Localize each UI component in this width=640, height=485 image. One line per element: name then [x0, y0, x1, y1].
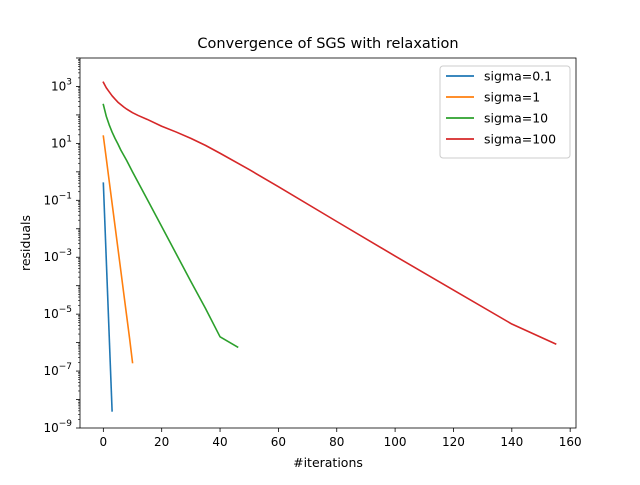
- legend-label: sigma=1: [484, 90, 540, 105]
- y-tick-label: 10−5: [43, 305, 72, 321]
- x-tick-label: 40: [212, 435, 227, 449]
- series-line-sigma-100: [102, 81, 557, 345]
- legend-box: [439, 65, 571, 159]
- y-tick-label-base: 10: [51, 136, 66, 150]
- y-tick-label-exponent: −7: [59, 362, 72, 372]
- chart-title: Convergence of SGS with relaxation: [197, 36, 458, 52]
- y-axis-label: residuals: [18, 215, 33, 271]
- y-tick-label: 103: [51, 77, 72, 93]
- y-tick-label-exponent: −3: [59, 248, 72, 258]
- plot-area: [102, 81, 557, 412]
- x-axis-label: #iterations: [293, 455, 363, 470]
- legend-label: sigma=100: [484, 132, 556, 147]
- y-tick-label-exponent: −5: [59, 305, 72, 315]
- y-tick-label-exponent: −1: [59, 191, 72, 201]
- x-tick-label: 80: [329, 435, 344, 449]
- x-tick-label: 120: [442, 435, 465, 449]
- y-tick-label-base: 10: [43, 250, 58, 264]
- x-tick-label: 140: [500, 435, 523, 449]
- axes-frame: [79, 57, 577, 429]
- y-tick-label-exponent: 1: [66, 134, 72, 144]
- x-axis: 0 20 40 60 80 100 120 140 160: [100, 428, 582, 449]
- y-tick-label: 10−1: [43, 191, 72, 207]
- legend-label: sigma=10: [484, 111, 548, 126]
- x-tick-label: 100: [384, 435, 407, 449]
- x-tick-label: 20: [154, 435, 169, 449]
- y-tick-label-exponent: −9: [59, 419, 73, 429]
- series-line-sigma-1: [102, 135, 134, 364]
- y-tick-label: 10−7: [43, 362, 72, 378]
- x-tick-label: 60: [271, 435, 286, 449]
- y-tick-label-base: 10: [43, 421, 58, 435]
- y-tick-label-base: 10: [51, 79, 66, 93]
- y-tick-label-exponent: 3: [66, 77, 72, 87]
- series-line-sigma-0-1: [102, 182, 113, 412]
- y-tick-label: 101: [51, 134, 72, 150]
- y-tick-label-base: 10: [43, 364, 58, 378]
- y-tick-label: 10−9: [43, 419, 72, 435]
- y-tick-label-base: 10: [43, 193, 58, 207]
- y-tick-label: 10−3: [43, 248, 72, 264]
- x-tick-label: 0: [100, 435, 108, 449]
- legend: sigma=0.1 sigma=1 sigma=10 sigma=100: [439, 65, 571, 159]
- legend-label: sigma=0.1: [484, 69, 552, 84]
- x-tick-label: 160: [559, 435, 582, 449]
- y-tick-label-base: 10: [43, 307, 58, 321]
- series-line-sigma-10: [102, 103, 239, 349]
